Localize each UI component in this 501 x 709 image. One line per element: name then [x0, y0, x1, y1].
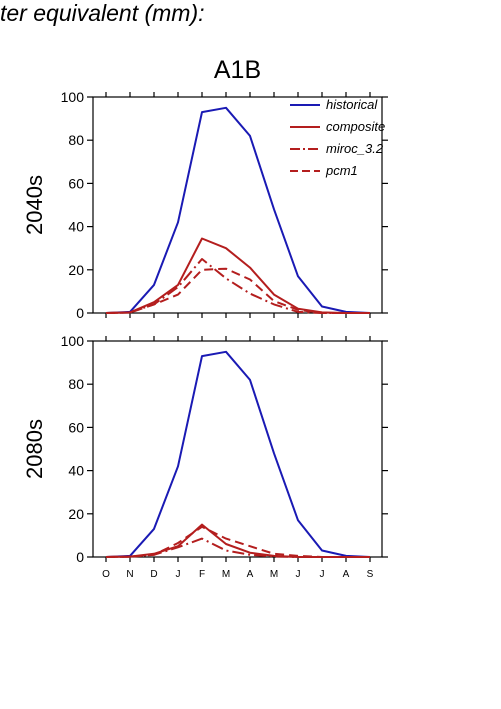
plot-frame — [92, 96, 383, 314]
x-tick-label: A — [343, 569, 350, 580]
x-tick-label: D — [150, 569, 157, 580]
series-line-composite — [105, 237, 370, 314]
chart-panel-1: 0 20 40 60 80 100 2040s historical composite miro… — [22, 89, 388, 321]
y-tick-label: 20 — [68, 506, 84, 522]
y-tick-label: 60 — [68, 175, 84, 191]
legend-label: miroc_3.2 — [326, 141, 384, 156]
x-tick-label: J — [296, 569, 301, 580]
legend-label: historical — [326, 97, 378, 112]
x-tick-label: M — [270, 569, 278, 580]
series-line-historical — [105, 350, 371, 558]
page-title: ter equivalent (mm): — [0, 0, 205, 26]
x-tick-label: J — [320, 569, 325, 580]
y-axis-label: 2040s — [22, 175, 47, 235]
series-line-pcm1 — [105, 267, 370, 314]
y-tick-label: 0 — [76, 305, 84, 321]
x-tick-label: J — [176, 569, 181, 580]
y-tick-label: 100 — [61, 89, 85, 105]
y-tick-label: 80 — [68, 376, 84, 392]
y-tick-label: 0 — [76, 549, 84, 565]
y-tick-label: 40 — [68, 463, 84, 479]
y-axis-label: 2080s — [22, 419, 47, 479]
x-tick-label: M — [222, 569, 230, 580]
series-line-pcm1 — [105, 525, 370, 558]
legend-label: pcm1 — [325, 163, 358, 178]
y-tick-label: 40 — [68, 219, 84, 235]
x-tick-label: S — [367, 569, 374, 580]
series-line-historical — [105, 106, 371, 314]
y-tick-label: 20 — [68, 262, 84, 278]
y-tick-label: 60 — [68, 419, 84, 435]
x-tick-label: O — [102, 569, 110, 580]
chart-panel-2: 0 20 40 60 80 100 O N D J F M A M J J A S 2080s — [22, 333, 388, 580]
x-tick-label: A — [247, 569, 254, 580]
plot-frame — [92, 340, 383, 558]
legend-label: composite — [326, 119, 385, 134]
x-tick-label: F — [199, 569, 205, 580]
x-tick-label: N — [126, 569, 133, 580]
y-tick-label: 80 — [68, 132, 84, 148]
panel-title: A1B — [213, 56, 262, 84]
y-tick-label: 100 — [61, 333, 85, 349]
